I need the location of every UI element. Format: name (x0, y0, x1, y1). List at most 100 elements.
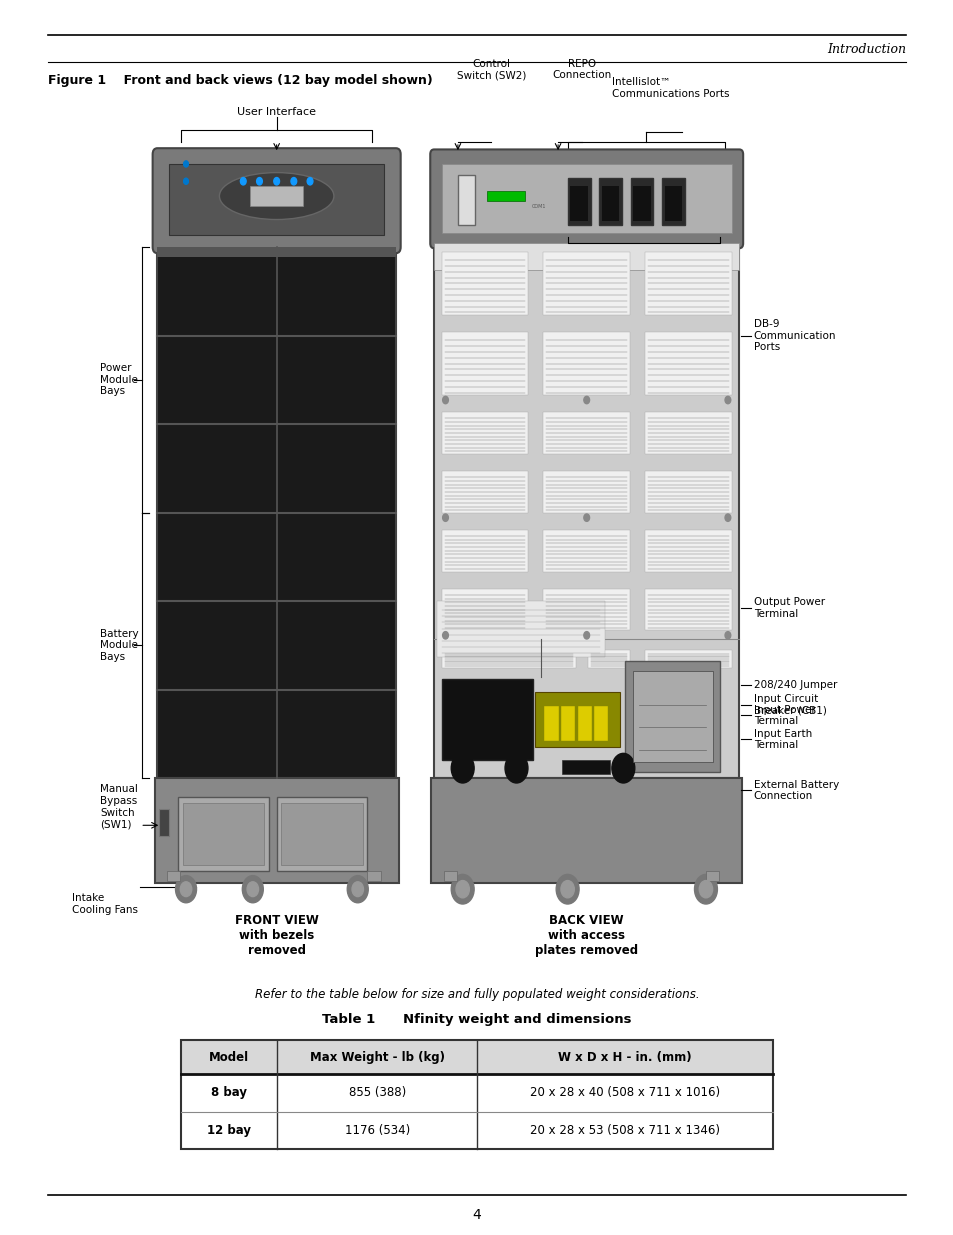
Bar (544, 706, 558, 741)
Circle shape (307, 178, 313, 185)
Bar (577, 706, 591, 741)
Bar (181, 1040, 772, 1149)
Bar (644, 252, 731, 315)
Bar (705, 871, 719, 881)
Bar (543, 252, 629, 315)
Bar (434, 243, 739, 270)
Bar (624, 661, 720, 772)
Ellipse shape (219, 173, 334, 220)
Bar (441, 679, 533, 760)
Circle shape (442, 514, 448, 521)
Text: Input Earth
Terminal: Input Earth Terminal (753, 729, 811, 750)
Text: Intake
Cooling Fans: Intake Cooling Fans (72, 893, 138, 914)
Bar (664, 186, 681, 221)
Circle shape (442, 631, 448, 638)
Bar (561, 760, 609, 774)
Circle shape (347, 876, 368, 903)
Bar (431, 778, 741, 883)
Bar (601, 186, 618, 221)
Circle shape (583, 631, 589, 638)
Circle shape (724, 514, 730, 521)
Bar (644, 472, 731, 513)
Bar (633, 186, 650, 221)
Text: Intellislot™
Communications Ports: Intellislot™ Communications Ports (612, 78, 729, 99)
Circle shape (724, 631, 730, 638)
Bar (543, 589, 629, 630)
Bar (661, 178, 684, 225)
Bar (281, 803, 362, 864)
Bar (276, 797, 367, 871)
Circle shape (247, 882, 258, 897)
Circle shape (451, 753, 474, 783)
Bar (543, 472, 629, 513)
Text: REPO
Connection: REPO Connection (552, 59, 611, 80)
Bar (154, 778, 398, 883)
Bar (560, 706, 575, 741)
Bar (570, 186, 587, 221)
Bar (535, 692, 619, 747)
Circle shape (611, 753, 634, 783)
Bar (443, 871, 456, 881)
Circle shape (504, 753, 527, 783)
Text: 8 bay: 8 bay (212, 1087, 247, 1099)
Bar (644, 332, 731, 395)
Bar (630, 178, 653, 225)
Bar (598, 178, 621, 225)
Bar (167, 871, 180, 881)
FancyBboxPatch shape (430, 149, 742, 248)
Bar (181, 1112, 772, 1149)
Bar (441, 164, 731, 233)
Circle shape (175, 876, 196, 903)
Circle shape (724, 396, 730, 404)
Circle shape (699, 881, 712, 898)
Bar (644, 589, 731, 630)
Bar (169, 164, 384, 235)
Bar (632, 671, 712, 762)
Circle shape (556, 874, 578, 904)
Circle shape (456, 881, 469, 898)
Bar (441, 412, 528, 454)
Text: External Battery
Connection: External Battery Connection (753, 779, 838, 802)
Bar (567, 178, 590, 225)
Bar (457, 175, 475, 225)
Bar (183, 803, 264, 864)
Bar (157, 247, 395, 257)
Bar (486, 191, 524, 201)
Text: Introduction: Introduction (826, 43, 905, 57)
Text: 855 (388): 855 (388) (348, 1087, 405, 1099)
Bar (441, 332, 528, 395)
Circle shape (560, 881, 574, 898)
Text: 208/240 Jumper: 208/240 Jumper (753, 680, 836, 690)
Text: Power
Module
Bays: Power Module Bays (100, 363, 138, 396)
Circle shape (242, 876, 263, 903)
Text: Figure 1    Front and back views (12 bay model shown): Figure 1 Front and back views (12 bay mo… (48, 74, 432, 88)
Bar (441, 472, 528, 513)
Text: 20 x 28 x 40 (508 x 711 x 1016): 20 x 28 x 40 (508 x 711 x 1016) (529, 1087, 720, 1099)
Circle shape (180, 882, 192, 897)
Text: Input Power
Terminal: Input Power Terminal (753, 705, 815, 726)
Bar (178, 797, 269, 871)
Bar (543, 530, 629, 572)
Circle shape (274, 178, 279, 185)
Circle shape (256, 178, 262, 185)
Bar (644, 412, 731, 454)
Text: Max Weight - lb (kg): Max Weight - lb (kg) (310, 1051, 444, 1063)
Text: Output Power
Terminal: Output Power Terminal (753, 598, 824, 619)
Text: BACK VIEW
with access
plates removed: BACK VIEW with access plates removed (535, 914, 638, 957)
Bar (157, 247, 395, 778)
Circle shape (183, 178, 188, 184)
Text: FRONT VIEW
with bezels
removed: FRONT VIEW with bezels removed (234, 914, 318, 957)
Bar (543, 332, 629, 395)
Text: 20 x 28 x 53 (508 x 711 x 1346): 20 x 28 x 53 (508 x 711 x 1346) (529, 1124, 720, 1136)
Circle shape (291, 178, 296, 185)
Text: COM2: COM2 (574, 204, 589, 209)
Text: Battery
Module
Bays: Battery Module Bays (100, 629, 138, 662)
Bar (159, 809, 169, 836)
Text: Table 1      Nfinity weight and dimensions: Table 1 Nfinity weight and dimensions (322, 1013, 631, 1026)
Circle shape (240, 178, 246, 185)
Circle shape (583, 396, 589, 404)
Bar (543, 412, 629, 454)
Bar (441, 252, 528, 315)
Text: Control
Switch (SW2): Control Switch (SW2) (456, 59, 525, 80)
Text: 1176 (534): 1176 (534) (344, 1124, 410, 1136)
